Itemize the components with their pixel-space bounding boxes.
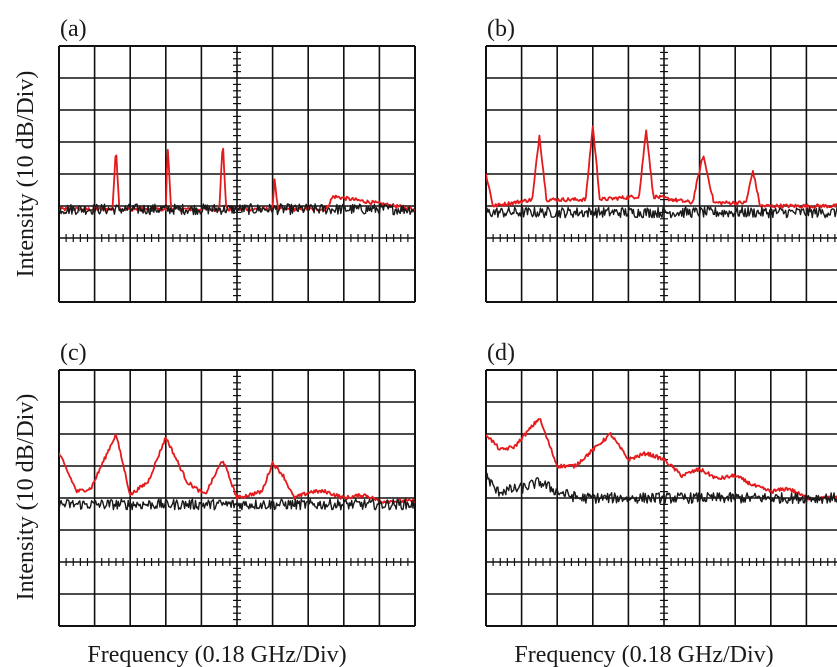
panel-label: (c) (60, 340, 87, 366)
black-trace (59, 498, 415, 511)
y-axis-label-top: Intensity (10 dB/Div) (13, 71, 39, 278)
panel-d: (d) Frequency (0.18 GHz/Div) (485, 340, 837, 667)
x-axis-label: Frequency (0.18 GHz/Div) (514, 642, 773, 667)
y-axis-label-bottom: Intensity (10 dB/Div) (13, 394, 39, 601)
panel-label: (d) (487, 340, 515, 366)
panel-a: (a) (58, 16, 416, 303)
x-axis-label: Frequency (0.18 GHz/Div) (87, 642, 346, 667)
center-ticks (485, 45, 836, 303)
center-ticks (485, 369, 836, 627)
black-trace (486, 206, 837, 219)
black-trace (59, 203, 415, 216)
black-trace (486, 472, 837, 504)
red-trace (486, 125, 837, 209)
panel-b: (b) (485, 16, 837, 303)
panel-c: (c) Frequency (0.18 GHz/Div) (58, 340, 416, 667)
red-trace (59, 433, 415, 504)
center-ticks (58, 369, 416, 627)
panel-label: (b) (487, 16, 515, 42)
panel-label: (a) (60, 16, 87, 42)
center-ticks (58, 45, 416, 303)
red-trace (486, 418, 837, 501)
